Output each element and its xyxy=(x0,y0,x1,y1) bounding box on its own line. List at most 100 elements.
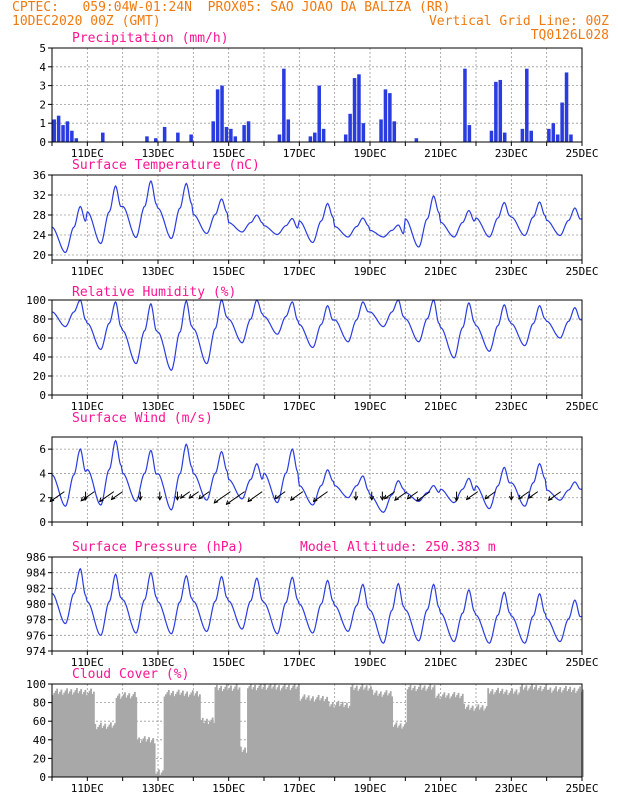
panel6-cloud-column xyxy=(88,690,91,777)
panel6-cloud-column xyxy=(201,717,204,777)
panel1-precip-bar xyxy=(361,123,366,142)
panel6-cloud-column xyxy=(524,687,526,777)
panel6-cloud-column xyxy=(148,737,150,777)
panel6-cloud-column xyxy=(533,687,536,777)
panel6-cloud-column xyxy=(395,722,398,777)
wind-arrow-shaft xyxy=(49,491,65,502)
panel6-cloud-column xyxy=(313,701,316,777)
panel6-cloud-column xyxy=(52,695,54,777)
panel6-ytick-label: 100 xyxy=(26,678,46,691)
panel6-cloud-column xyxy=(131,696,133,777)
panel2-xtick-label: 15DEC xyxy=(212,265,245,278)
panel6-cloud-column xyxy=(372,694,375,777)
panel6-cloud-column xyxy=(461,693,464,777)
panel6-cloud-column xyxy=(504,691,507,777)
panel6-cloud-column xyxy=(391,696,394,777)
wind-arrow-head xyxy=(49,497,55,503)
panel6-cloud-column xyxy=(57,693,60,777)
panel2-xtick-label: 23DEC xyxy=(495,265,528,278)
panel6-cloud-column xyxy=(170,693,173,777)
panel6-cloud-column xyxy=(433,685,436,777)
panel6-cloud-column xyxy=(97,727,100,777)
panel6-cloud-column xyxy=(379,691,382,777)
panel6-cloud-column xyxy=(275,689,278,777)
panel6-cloud-column xyxy=(497,687,500,777)
panel6-cloud-column xyxy=(163,696,166,777)
panel2-xtick-label: 11DEC xyxy=(71,265,104,278)
panel6-cloud-column xyxy=(336,703,338,777)
panel6-cloud-column xyxy=(541,691,543,777)
panel6-cloud-column xyxy=(165,694,167,777)
panel2-ytick-label: 36 xyxy=(33,169,46,182)
panel6-cloud-column xyxy=(107,726,109,777)
wind-arrow-shaft xyxy=(528,491,539,499)
panel6-cloud-column xyxy=(176,691,179,777)
panel6-cloud-column xyxy=(320,698,323,777)
panel6-cloud-column xyxy=(471,705,474,777)
panel6-cloud-column xyxy=(483,710,485,777)
panel1-precip-bar xyxy=(282,68,286,142)
panel6-cloud-column xyxy=(83,692,85,777)
panel6-cloud-column xyxy=(476,706,478,777)
panel6-cloud-column xyxy=(247,688,249,777)
panel6-cloud-column xyxy=(124,692,126,777)
panel6-cloud-column xyxy=(491,689,494,777)
panel3-ytick-label: 20 xyxy=(33,370,46,383)
panel6-cloud-column xyxy=(398,725,401,777)
panel6-cloud-column xyxy=(519,686,522,777)
panel1-precip-bar xyxy=(357,74,361,142)
panel6-cloud-column xyxy=(198,694,201,777)
panel1-precip-bar xyxy=(286,119,291,142)
panel5-ytick-label: 986 xyxy=(26,551,46,564)
panel6-cloud-column xyxy=(546,689,549,777)
panel6-cloud-column xyxy=(498,693,501,777)
panel6-cloud-column xyxy=(569,686,572,777)
panel1-precip-bar xyxy=(348,113,352,142)
panel1-xtick-label: 21DEC xyxy=(424,147,457,160)
panel4-ytick-label: 0 xyxy=(39,516,46,529)
panel6-cloud-column xyxy=(429,684,432,777)
panel6-cloud-column xyxy=(324,699,327,777)
panel6-cloud-column xyxy=(415,691,418,777)
panel6-cloud-column xyxy=(582,689,584,777)
panel5-xtick-label: 17DEC xyxy=(283,656,316,669)
panel6-cloud-column xyxy=(95,729,98,777)
panel6-cloud-column xyxy=(150,740,153,777)
panel6-cloud-column xyxy=(374,692,377,777)
panel5-xtick-label: 21DEC xyxy=(424,656,457,669)
wind-arrow-shaft xyxy=(466,491,479,500)
panel6-cloud-column xyxy=(447,693,450,777)
panel6-cloud-column xyxy=(262,686,265,777)
panel5-ytick-label: 982 xyxy=(26,582,46,595)
panel6-cloud-column xyxy=(295,688,297,777)
wind-arrow-head xyxy=(274,494,280,500)
panel6-cloud-column xyxy=(444,697,447,777)
panel6-cloud-column xyxy=(566,691,569,777)
panel6-cloud-column xyxy=(139,742,142,777)
panel6-cloud-column xyxy=(66,688,68,777)
panel6-cloud-column xyxy=(238,687,241,777)
panel6-cloud-column xyxy=(437,693,440,777)
panel6-cloud-column xyxy=(224,686,227,777)
panel6-cloud-column xyxy=(200,720,203,777)
panel3-frame xyxy=(51,299,583,396)
panel1-precip-bar xyxy=(467,125,472,142)
panel6-cloud-column xyxy=(73,692,76,777)
panel6-cloud-column xyxy=(570,692,573,777)
panel6-cloud-column xyxy=(573,687,576,777)
panel6-cloud-column xyxy=(319,700,321,777)
panel6-cloud-column xyxy=(329,706,331,777)
panel1-precip-bar xyxy=(498,79,503,142)
panel6-cloud-column xyxy=(78,691,81,777)
panel6-cloud-column xyxy=(337,700,340,777)
panel6-cloud-column xyxy=(382,694,385,777)
panel6-cloud-column xyxy=(251,689,254,777)
panel6-cloud-column xyxy=(286,686,289,777)
panel3-title: Relative Humidity (%) xyxy=(72,285,236,300)
panel6-cloud-column xyxy=(98,724,101,777)
panel6-cloud-column xyxy=(420,689,423,777)
panel6-cloud-column xyxy=(210,719,213,777)
panel6-cloud-column xyxy=(244,747,247,777)
panel6-cloud-column xyxy=(577,688,580,777)
panel1-precip-bar xyxy=(52,119,56,142)
